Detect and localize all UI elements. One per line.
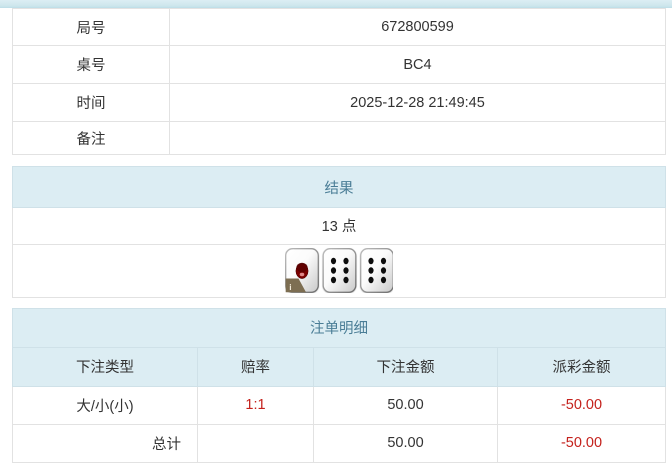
- svg-text:i: i: [289, 282, 291, 292]
